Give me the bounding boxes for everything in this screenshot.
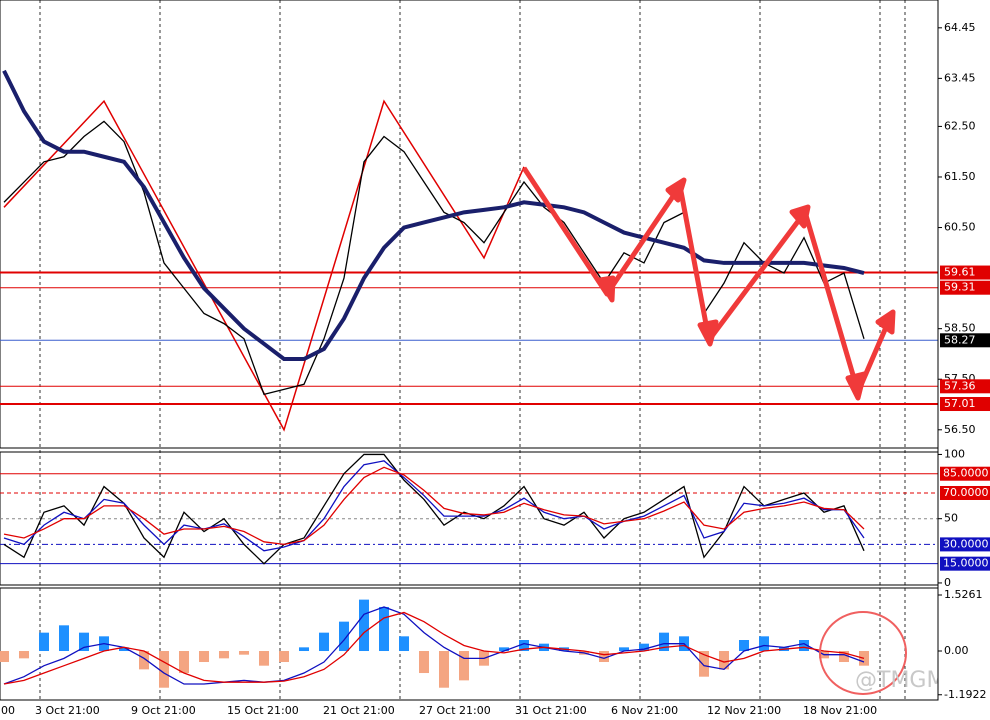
level-label-box (940, 556, 990, 571)
x-tick-label: 3 Oct 21:00 (35, 704, 100, 717)
y-tick-label: -1.1922 (944, 688, 986, 701)
histogram-bar (119, 647, 129, 652)
level-label-box (940, 280, 990, 295)
histogram-bar (59, 625, 69, 652)
y-tick-label: 58.50 (944, 322, 976, 335)
y-tick-label: 63.45 (944, 71, 976, 84)
histogram-bar (19, 651, 29, 659)
histogram-bar (379, 606, 389, 652)
level-label: 59.31 (944, 281, 976, 294)
histogram-bar (319, 632, 329, 652)
histogram-bar (719, 651, 729, 670)
y-tick-label: 64.45 (944, 21, 976, 34)
level-label-box (940, 265, 990, 280)
level-label-box (940, 537, 990, 552)
macd-pane (0, 587, 939, 701)
histogram-bar (339, 621, 349, 652)
histogram-bar (419, 651, 429, 674)
x-tick-label: 6 Nov 21:00 (611, 704, 678, 717)
histogram-bar (399, 636, 409, 652)
level-label: 59.61 (944, 266, 976, 279)
level-label: 15.0000 (943, 557, 989, 570)
current-price-label: 58.27 (944, 333, 976, 346)
y-tick-label: 0.00 (944, 644, 969, 657)
series-line (3, 611, 865, 685)
zigzag (3, 99, 525, 432)
level-label: 70.0000 (943, 486, 989, 499)
price-pane (0, 0, 939, 449)
level-label: 57.01 (944, 397, 976, 410)
histogram-bar (0, 651, 9, 663)
series-line (3, 606, 865, 685)
level-label-box (940, 379, 990, 394)
current-price-box (940, 333, 990, 348)
histogram-bar (139, 651, 149, 670)
histogram-bar (279, 651, 289, 663)
level-label-box (940, 397, 990, 412)
series-line (3, 453, 865, 565)
highlight-circle (819, 611, 907, 695)
y-tick-label: 61.50 (944, 170, 976, 183)
series-line (2, 69, 865, 362)
histogram-bar (79, 632, 89, 652)
x-tick-label: 21 Oct 21:00 (323, 704, 395, 717)
level-label: 57.36 (944, 379, 976, 392)
level-label: 30.0000 (943, 537, 989, 550)
y-tick-label: 0 (944, 576, 951, 589)
time-grid (39, 0, 906, 700)
y-tick-label: 50 (944, 512, 958, 525)
histogram-bar (439, 651, 449, 688)
histogram-bar (239, 651, 249, 655)
histogram-bar (299, 647, 309, 652)
histogram-bar (499, 647, 509, 652)
x-tick-label: 31 Oct 21:00 (515, 704, 587, 717)
y-tick-label: 1.5261 (944, 588, 983, 601)
x-tick-label: 12 Nov 21:00 (707, 704, 781, 717)
annotation-arrows (521, 166, 896, 401)
x-tick-label: 18 Nov 21:00 (803, 704, 877, 717)
series-line (3, 466, 865, 546)
histogram-bar (519, 640, 529, 652)
series-line (3, 120, 865, 396)
histogram-bar (259, 651, 269, 666)
histogram-bar (639, 643, 649, 652)
histogram-bar (599, 651, 609, 663)
plot-layer (0, 69, 938, 688)
x-tick-label: 9 Oct 21:00 (131, 704, 196, 717)
series-line (3, 460, 865, 552)
x-tick-label: 00 (1, 704, 15, 717)
histogram-bar (359, 599, 369, 652)
histogram-bar (739, 640, 749, 652)
price-axis (938, 0, 990, 700)
histogram-bar (799, 640, 809, 652)
level-label-box (940, 466, 990, 481)
histogram-bar (159, 651, 169, 688)
y-tick-label: 56.50 (944, 423, 976, 436)
histogram-bar (839, 651, 849, 663)
histogram-bar (179, 651, 189, 674)
level-label: 85.0000 (943, 467, 989, 480)
y-tick-label: 62.50 (944, 119, 976, 132)
x-tick-label: 27 Oct 21:00 (419, 704, 491, 717)
y-tick-label: 60.50 (944, 221, 976, 234)
histogram-bar (659, 632, 669, 652)
y-tick-label: 100 (944, 447, 965, 460)
histogram-bar (619, 647, 629, 652)
histogram-bar (759, 636, 769, 652)
histogram-bar (459, 651, 469, 681)
x-tick-label: 15 Oct 21:00 (227, 704, 299, 717)
histogram-bar (219, 651, 229, 659)
watermark: @TMGM (855, 668, 945, 693)
level-label-box (940, 485, 990, 500)
histogram-bar (199, 651, 209, 663)
histogram-bar (699, 651, 709, 677)
histogram-bar (39, 632, 49, 652)
